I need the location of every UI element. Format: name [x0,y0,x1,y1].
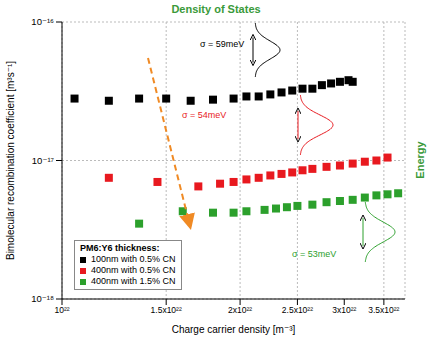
svg-text:Density of States: Density of States [171,3,260,15]
svg-text:10⁻¹⁸: 10⁻¹⁸ [31,293,54,304]
html-text:PM6:Y6 thickness:: PM6:Y6 thickness: [80,243,160,253]
svg-text:σ = 54meV: σ = 54meV [182,110,226,120]
svg-text:2x10²²: 2x10²² [228,305,252,315]
svg-text:Bimolecular recombination coef: Bimolecular recombination coefficient [m… [8,61,16,260]
svg-text:10⁻¹⁶: 10⁻¹⁶ [31,16,54,27]
html-text:400nm with 1.5% CN: 400nm with 1.5% CN [91,276,176,286]
svg-text:1.5x10²²: 1.5x10²² [151,305,182,315]
html-text:100nm with 0.5% CN: 100nm with 0.5% CN [91,254,176,264]
svg-text:Charge carrier density [m⁻³]: Charge carrier density [m⁻³] [172,324,296,335]
svg-text:10⁻¹⁷: 10⁻¹⁷ [32,155,55,166]
svg-text:3x10²²: 3x10²² [332,305,356,315]
svg-text:Energy: Energy [414,140,425,178]
svg-text:3.5x10²²: 3.5x10²² [368,305,399,315]
svg-text:σ = 53meV: σ = 53meV [292,249,336,259]
svg-text:σ = 59meV: σ = 59meV [200,39,244,49]
svg-text:10²²: 10²² [54,305,69,315]
svg-text:2.5x10²²: 2.5x10²² [282,305,313,315]
html-text:400nm with 0.5% CN: 400nm with 0.5% CN [91,265,176,275]
